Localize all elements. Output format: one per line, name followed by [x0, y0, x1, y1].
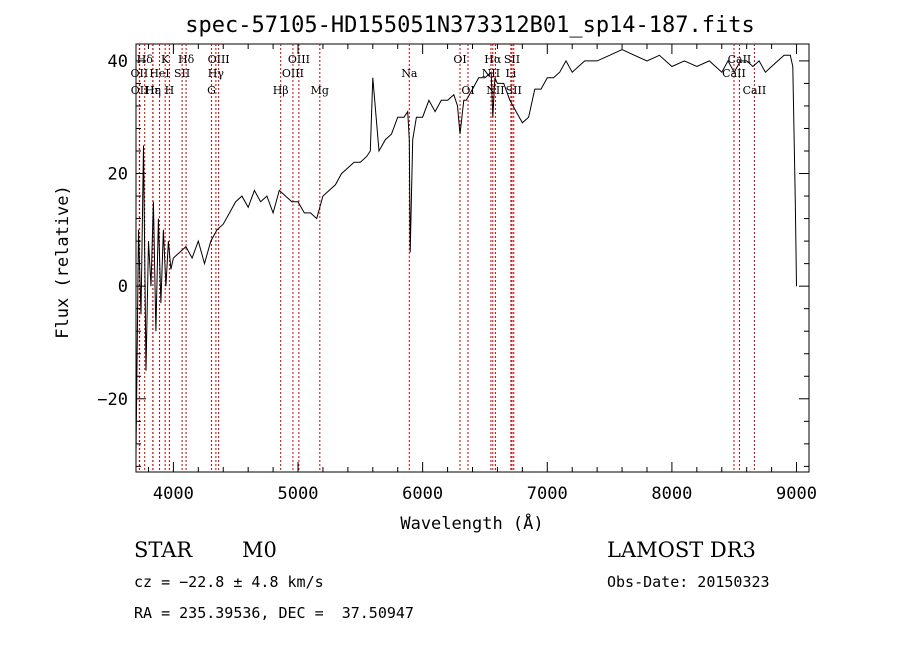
x-tick-label: 5000 [278, 484, 319, 504]
x-axis-label: Wavelength (Å) [400, 512, 543, 534]
emission-line-label: OI [453, 53, 466, 66]
obs-date-text: Obs-Date: 20150323 [607, 573, 770, 591]
emission-line-label: Li [505, 67, 516, 80]
emission-line-markers [138, 44, 755, 472]
object-subclass: M0 [242, 538, 277, 562]
emission-line-label: Hγ [208, 67, 225, 80]
emission-line-label: Hε [145, 84, 161, 97]
x-tick-label: 9000 [776, 484, 817, 504]
emission-line-label: HeI [149, 67, 169, 80]
emission-line-label: NII [486, 84, 504, 97]
emission-line-label: OIII [288, 53, 310, 66]
emission-line-label: OII [131, 67, 149, 80]
emission-line-label: OI [461, 84, 474, 97]
x-tick-label: 6000 [402, 484, 443, 504]
x-tick-label: 7000 [527, 484, 568, 504]
y-axis: −20 0 20 40 [97, 52, 809, 467]
emission-line-label: CaII [728, 53, 752, 66]
x-tick-label: 8000 [651, 484, 692, 504]
emission-line-label: SII [174, 67, 190, 80]
emission-line-label: OII [131, 84, 149, 97]
y-tick-label: 40 [108, 52, 128, 72]
emission-line-label: K [161, 53, 170, 66]
y-tick-label: 0 [118, 277, 128, 297]
y-tick-label: −20 [97, 390, 128, 410]
emission-line-label: OIII [208, 53, 230, 66]
survey-label: LAMOST DR3 [607, 538, 756, 562]
emission-line-label: CaII [722, 67, 746, 80]
emission-line-label: OIII [282, 67, 304, 80]
x-tick-label: 4000 [153, 484, 194, 504]
redshift-text: cz = −22.8 ± 4.8 km/s [134, 573, 324, 591]
object-class: STAR [134, 538, 193, 562]
y-tick-label: 20 [108, 165, 128, 185]
emission-line-label: SII [506, 84, 522, 97]
emission-line-label: Mg [311, 84, 329, 97]
emission-line-label: CaII [743, 84, 767, 97]
emission-line-label: Na [401, 67, 418, 80]
plot-frame [135, 43, 810, 473]
x-axis: 4000 5000 6000 7000 8000 9000 [147, 44, 817, 504]
emission-line-label: Hα [484, 53, 502, 66]
emission-line-label: G [207, 84, 216, 97]
emission-line-label: Hβ [273, 84, 289, 97]
emission-line-label: Hη [145, 84, 161, 97]
emission-line-label: H [165, 84, 175, 97]
emission-line-label: Hδ [137, 53, 154, 66]
spectrum-line [135, 49, 797, 456]
ra-dec-text: RA = 235.39536, DEC = 37.50947 [134, 604, 414, 622]
y-axis-label: Flux (relative) [53, 185, 73, 339]
emission-line-label: Hδ [178, 53, 195, 66]
chart-title: spec-57105-HD155051N373312B01_sp14-187.f… [185, 13, 755, 38]
emission-line-label: SII [504, 53, 520, 66]
